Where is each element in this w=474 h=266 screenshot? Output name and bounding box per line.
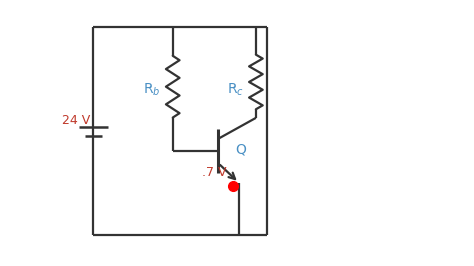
Text: .7 V: .7 V (202, 166, 227, 179)
Text: Q: Q (235, 142, 246, 156)
Text: R$_c$: R$_c$ (227, 81, 244, 98)
Text: 24 V: 24 V (62, 114, 91, 127)
Text: R$_b$: R$_b$ (143, 81, 161, 98)
